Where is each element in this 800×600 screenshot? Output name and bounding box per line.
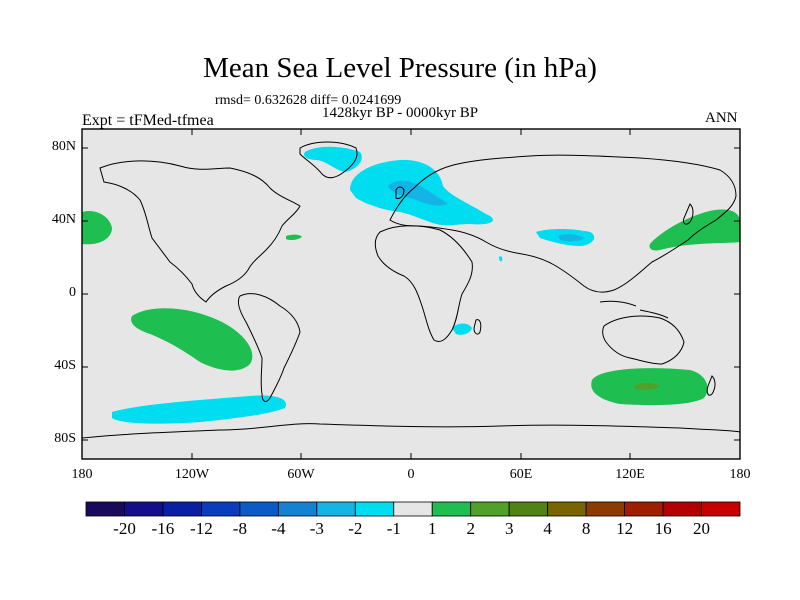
- colorbar-label-7: -1: [386, 519, 401, 538]
- colorbar-swatch-5: [277, 501, 318, 517]
- colorbar-swatch-0: [85, 501, 125, 517]
- x-tick-120e: 120E: [615, 467, 645, 482]
- anomaly-australia-core: [634, 383, 660, 390]
- colorbar-label-15: 20: [693, 519, 710, 538]
- colorbar-label-4: -4: [271, 519, 286, 538]
- colorbar-label-8: 1: [427, 519, 437, 538]
- coast-new-zealand: [706, 375, 716, 396]
- anomaly-fields: [82, 146, 740, 424]
- anomaly-north-pacific-positive: [649, 209, 740, 251]
- colorbar-swatch-12: [547, 501, 587, 517]
- season-label: ANN: [705, 110, 738, 126]
- coast-madagascar: [473, 319, 482, 335]
- colorbar-label-6: -2: [348, 519, 363, 538]
- colorbar-swatch-1: [124, 501, 164, 517]
- colorbar-label-3: -8: [232, 519, 247, 538]
- coast-uk: [395, 186, 405, 199]
- anomaly-tibet-core: [558, 234, 584, 242]
- coast-australia: [602, 315, 685, 365]
- experiment-label: Expt = tFMed-tfmea: [82, 112, 214, 129]
- colorbar-swatch-13: [585, 501, 625, 517]
- colorbar-label-1: -16: [151, 519, 175, 538]
- colorbar-swatch-6: [316, 501, 356, 517]
- anomaly-small-negative: [499, 256, 503, 262]
- period-label: 1428kyr BP - 0000kyr BP: [322, 105, 479, 121]
- colorbar-swatch-16: [701, 501, 741, 517]
- coast-south-america: [237, 293, 301, 402]
- y-tick-0: 0: [69, 285, 76, 300]
- coast-eurasia: [389, 154, 737, 293]
- anomaly-small-positive: [286, 234, 302, 241]
- colorbar-swatch-4: [239, 501, 279, 517]
- x-tick-180w: 180: [71, 467, 93, 482]
- anomaly-north-atlantic-positive: [82, 210, 112, 245]
- coast-japan: [683, 203, 694, 225]
- colorbar-label-9: 2: [466, 519, 475, 538]
- anomaly-greenland-negative: [304, 146, 362, 172]
- y-tick-80n: 80N: [51, 139, 76, 154]
- anomaly-south-pacific-positive: [131, 308, 253, 371]
- colorbar-label-10: 3: [504, 519, 514, 538]
- coast-north-america: [99, 160, 301, 303]
- y-tick-40s: 40S: [54, 358, 76, 373]
- colorbar-swatch-15: [662, 501, 702, 517]
- coast-greenland: [299, 141, 358, 179]
- colorbar-swatch-9: [431, 501, 472, 517]
- x-tick-0: 0: [407, 467, 415, 482]
- x-tick-180e: 180: [729, 467, 751, 482]
- colorbar-label-2: -12: [190, 519, 213, 538]
- map-title: Mean Sea Level Pressure (in hPa): [203, 52, 597, 84]
- anomaly-southern-ocean-negative: [112, 395, 286, 424]
- colorbar-swatch-8: [393, 501, 433, 517]
- colorbar-swatch-7: [354, 501, 395, 517]
- stats-line: rmsd= 0.632628 diff= 0.0241699: [215, 93, 402, 108]
- coast-antarctica: [81, 423, 741, 439]
- colorbar-label-13: 12: [616, 519, 634, 538]
- y-tick-40n: 40N: [51, 212, 76, 227]
- colorbar-swatch-3: [201, 501, 241, 517]
- anomaly-europe-core: [388, 180, 448, 206]
- anomaly-madagascar-negative: [452, 323, 472, 335]
- colorbar-swatch-11: [508, 501, 549, 517]
- colorbar-swatch-10: [470, 501, 510, 517]
- colorbar-swatch-14: [624, 501, 664, 517]
- x-tick-60w: 60W: [287, 467, 315, 482]
- coast-africa: [374, 225, 473, 343]
- colorbar-label-0: -20: [113, 519, 136, 538]
- colorbar-label-11: 4: [543, 519, 552, 538]
- y-tick-80s: 80S: [54, 431, 76, 446]
- x-tick-60e: 60E: [509, 467, 533, 482]
- colorbar-swatch-2: [162, 501, 202, 517]
- colorbar-label-5: -3: [309, 519, 324, 538]
- axis-ticks: [81, 129, 741, 459]
- x-tick-120w: 120W: [174, 467, 210, 482]
- colorbar: [85, 501, 741, 517]
- coastlines: [81, 141, 741, 439]
- colorbar-label-12: 8: [581, 519, 591, 538]
- colorbar-label-14: 16: [654, 519, 672, 538]
- coast-indonesia: [599, 300, 669, 319]
